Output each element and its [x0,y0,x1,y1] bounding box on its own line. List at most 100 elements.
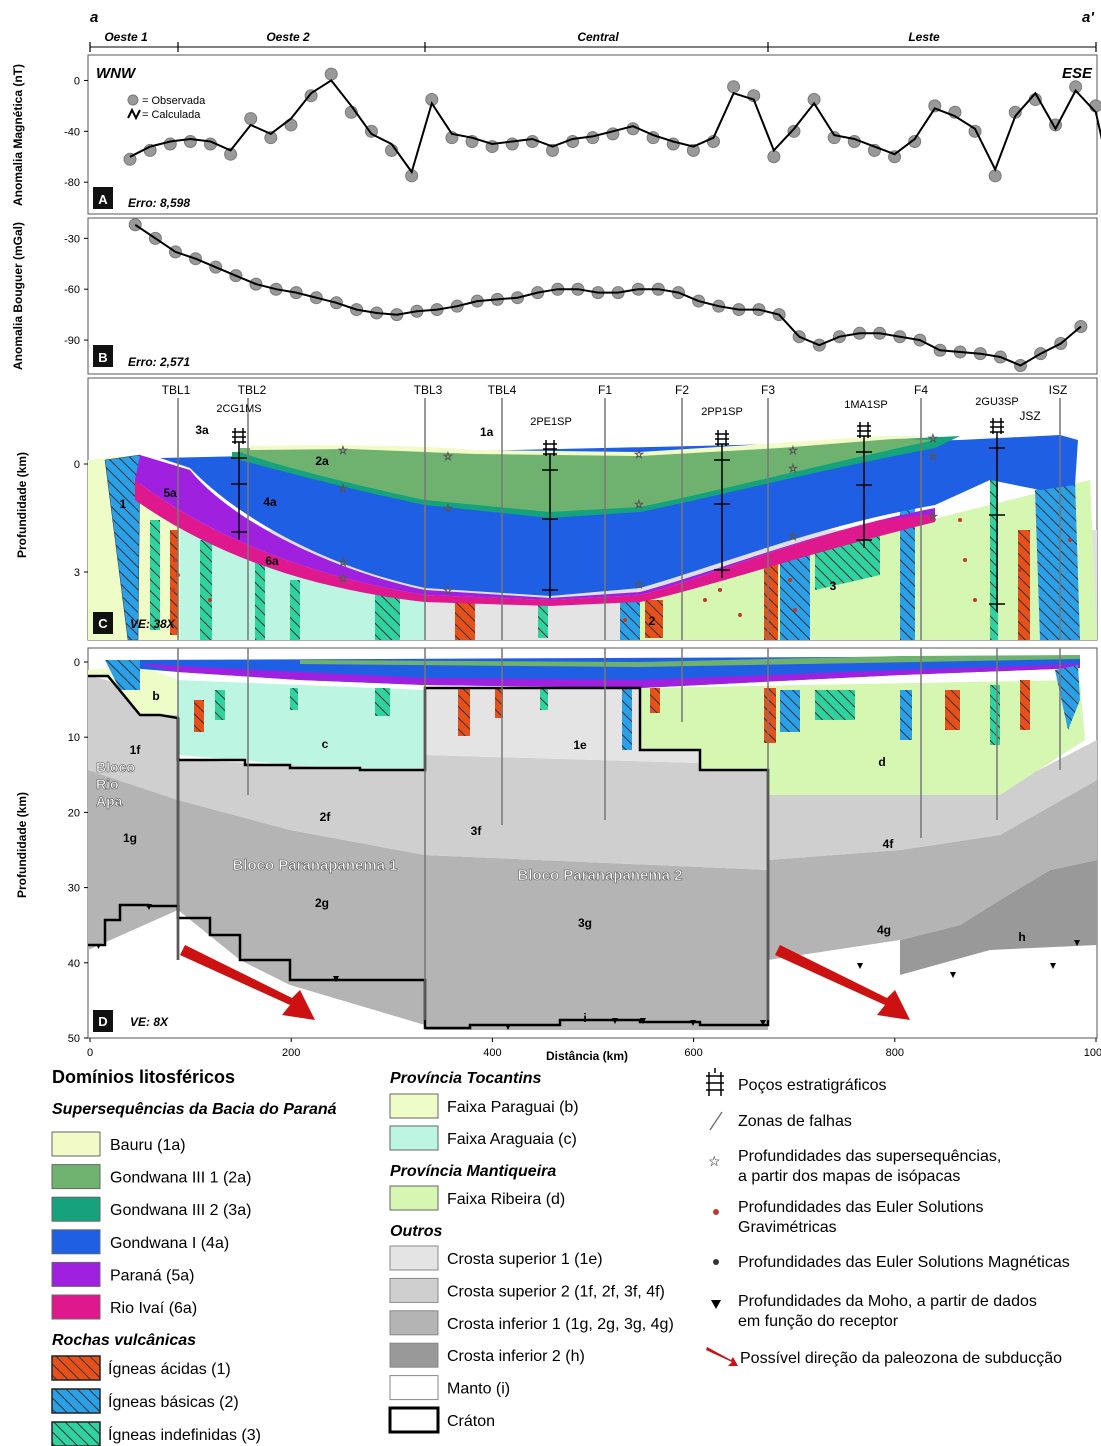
c-label-3a: 3a [195,423,209,437]
c-fault-label: F3 [761,383,775,397]
c-well [714,430,730,578]
legend-swatch [389,1093,439,1119]
panel-d-ytick-label: 30 [68,883,80,895]
panel-b-calculated-line [134,223,1082,367]
panel-b-yticks: -30 -60 -90 [64,233,88,347]
legend-sub-vulcanicas: Rochas vulcânicas [52,1332,196,1349]
panel-a-error: Erro: 8,598 [128,196,190,210]
d-subduction-arrow-west [180,945,315,1020]
legend-swatch [389,1125,439,1151]
legend-euler-grav-2: Gravimétricas [738,1219,837,1236]
legend-item: Crosta inferior 2 (h) [447,1348,585,1365]
panel-d-ytick-label: 50 [68,1033,80,1045]
panel-d-xticks: 0 200 400 600 800 1000 [87,1038,1101,1059]
svg-text:☆: ☆ [338,483,348,495]
c-fault-labels: TBL1 TBL2 TBL3 TBL4 F1 F2 F3 F4 ISZ JSZ [162,383,1068,423]
svg-text:☆: ☆ [634,449,644,461]
c-fault-label: TBL4 [488,383,517,397]
legend-swatch [51,1294,101,1320]
c-label-1a: 1a [480,425,494,439]
svg-text:☆: ☆ [338,557,348,569]
c-igneas-ind-4 [290,580,300,640]
panel-b-ytick-label: -90 [64,335,80,347]
legend-subduction: Possível direção da paleozona de subducç… [740,1350,1062,1367]
legend-item: Crosta superior 1 (1e) [447,1251,603,1268]
d-crosta-inferior-1-east [768,780,1097,960]
profile-start-label: a [90,9,98,26]
legend-swatch [389,1185,439,1211]
panel-a-observed-point [224,147,238,161]
legend-item: Gondwana III 2 (3a) [110,1202,251,1219]
c-fault-label: F2 [675,383,689,397]
panel-d-xtick-label: 800 [886,1047,904,1059]
panel-c-ve: VE: 38X [130,617,176,631]
panel-a-observed-point [304,89,318,103]
panel-a-observed-point [686,143,700,157]
panel-a-observed-point [767,150,781,164]
panel-d-xlabel: Distância (km) [546,1049,628,1063]
profile-end-label: a' [1082,9,1094,26]
panel-d-ylabel: Profundidade (km) [15,792,29,898]
c-igneas-ind-2 [200,540,212,640]
d-label-3f: 3f [471,824,483,838]
d-intrusions [194,665,1080,750]
panel-a-observed-point [807,93,821,107]
legend-observed-label: = Observada [142,95,206,107]
d-crosta-superior-2d [768,740,1097,860]
legend-euler-mag: Profundidades das Euler Solutions Magnét… [738,1254,1070,1271]
d-faixa-ribeira [640,680,1085,795]
c-igneas-basicas-3 [780,550,810,640]
panel-a-observed-point [727,80,741,94]
panel-d-ytick-label: 10 [68,732,80,744]
panel-c-ylabel: Profundidade (km) [15,452,29,558]
svg-text:☆: ☆ [338,445,348,457]
d-crosta-superior-1 [425,688,768,770]
legend-swatch [51,1355,101,1381]
panel-a-calculated-line [129,79,1101,175]
d-block-rio-apa-word: Apa [96,793,123,809]
legend-swatch [51,1164,101,1190]
legend-item: Manto (i) [447,1381,510,1398]
star-icon: ☆ [708,1153,721,1169]
d-block-rio-apa-word: Bloco [96,759,135,775]
c-igneas-basicas-2 [620,600,640,640]
panel-d-ytick-label: 0 [74,657,80,669]
fault-icon [709,1111,723,1131]
legend-observed-marker [127,94,139,106]
d-label-1g: 1g [123,831,137,845]
panel-d-yticks: 0 10 20 30 40 50 [68,657,88,1045]
legend-swatch [51,1196,101,1222]
c-fault-label: TBL3 [414,383,443,397]
c-fault-label: TBL2 [238,383,267,397]
panel-a-ytick-label: 0 [74,75,80,87]
c-well [542,440,558,598]
legend-item: Bauru (1a) [110,1137,186,1154]
panel-a-observed-point [244,112,258,126]
panel-b-error: Erro: 2,571 [128,355,190,369]
c-fault-label: F4 [914,383,928,397]
d-subduction-arrow-east [775,945,910,1020]
panel-a-observed-point [546,143,560,157]
panel-d-xtick-label: 200 [282,1047,300,1059]
legend-sub-tocantins: Província Tocantins [390,1070,542,1087]
legend: Domínios litosféricos Supersequências da… [51,1067,1070,1446]
legend-item: Faixa Ribeira (d) [447,1191,565,1208]
c-fault-label: ISZ [1049,383,1068,397]
panel-d: Profundidade (km) 0 10 20 30 40 50 0 200 400 600… [15,647,1101,1063]
d-block-rio-apa-word: Rio [96,776,119,792]
legend-item: Ígneas ácidas (1) [108,1359,231,1378]
c-well-label: 2PE1SP [530,416,572,428]
legend-item: Cráton [447,1413,495,1430]
d-parana-band [140,664,1080,688]
legend-item: Crosta inferior 1 (1g, 2g, 3g, 4g) [447,1316,674,1333]
c-label-2a: 2a [315,454,329,468]
d-moho-points [96,904,1080,1030]
region-central: Central [577,30,619,44]
panel-a-right-label: ESE [1062,65,1093,82]
d-igneas-basicas [105,660,140,690]
legend-item: Gondwana I (4a) [110,1235,229,1252]
panel-a-observed-point [505,137,519,151]
region-header: a a' Oeste 1 Oeste 2 Central Leste [89,9,1097,52]
legend-swatch [51,1421,101,1446]
